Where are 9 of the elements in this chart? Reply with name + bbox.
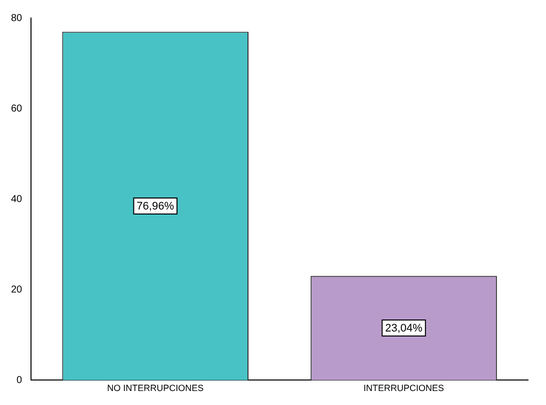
data-label: 23,04% [385, 322, 423, 335]
y-tick-label: 80 [11, 12, 23, 24]
x-tick-label: INTERRUPCIONES [364, 383, 444, 394]
y-tick-label: 60 [11, 103, 23, 114]
y-tick-label: 0 [16, 374, 23, 386]
y-tick-label: 20 [11, 284, 23, 296]
y-tick-label: 40 [11, 194, 23, 205]
data-label: 76,96% [136, 200, 174, 213]
x-tick-label: NO INTERRUPCIONES [107, 383, 204, 394]
